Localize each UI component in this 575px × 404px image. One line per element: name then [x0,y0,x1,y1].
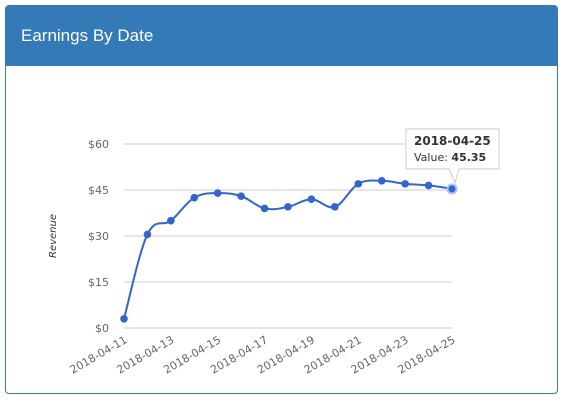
data-point[interactable] [446,183,458,195]
data-point[interactable] [190,193,199,202]
tooltip-date: 2018-04-25 [414,134,491,148]
data-point[interactable] [143,230,152,239]
y-axis-label: Revenue [48,214,59,258]
data-point[interactable] [401,180,409,188]
panel-heading: Earnings By Date [6,6,557,66]
data-point[interactable] [284,203,292,211]
y-tick-label: $60 [88,138,109,151]
tooltip-value-number: 45.35 [451,151,486,164]
tooltip-value: Value: 45.35 [414,151,486,164]
tooltip: 2018-04-25 Value: 45.35 [405,128,500,185]
data-point[interactable] [307,195,316,203]
y-axis-ticks: $0 $15 $30 $45 $60 [88,138,109,335]
tooltip-box [405,128,500,185]
series-line [123,179,453,320]
grid-lines [124,143,452,329]
data-point[interactable] [213,189,222,197]
tooltip-value-label: Value: [414,151,448,164]
data-point[interactable] [237,192,245,200]
x-axis-ticks: 2018-04-112018-04-132018-04-152018-04-17… [68,333,458,376]
chart-area: $0 $15 $30 $45 $60 Revenue 2018-04-11 2018-04… [6,66,557,393]
earnings-line-chart[interactable]: $0 $15 $30 $45 $60 Revenue 2018-04-112018-04… [6,66,557,393]
data-point[interactable] [354,180,363,188]
data-point[interactable] [167,216,175,225]
y-tick-label: $15 [88,276,109,289]
data-point[interactable] [260,204,269,213]
y-tick-label: $45 [88,184,109,197]
earnings-panel: Earnings By Date $0 $15 $30 $45 $60 Revenue … [5,5,558,394]
y-tick-label: $30 [88,230,109,243]
y-tick-label: $0 [95,322,109,335]
data-point[interactable] [377,177,386,185]
data-point[interactable] [424,181,433,190]
data-points[interactable] [120,177,458,323]
data-point[interactable] [120,315,128,323]
panel-title: Earnings By Date [21,26,154,45]
data-point[interactable] [331,203,339,211]
